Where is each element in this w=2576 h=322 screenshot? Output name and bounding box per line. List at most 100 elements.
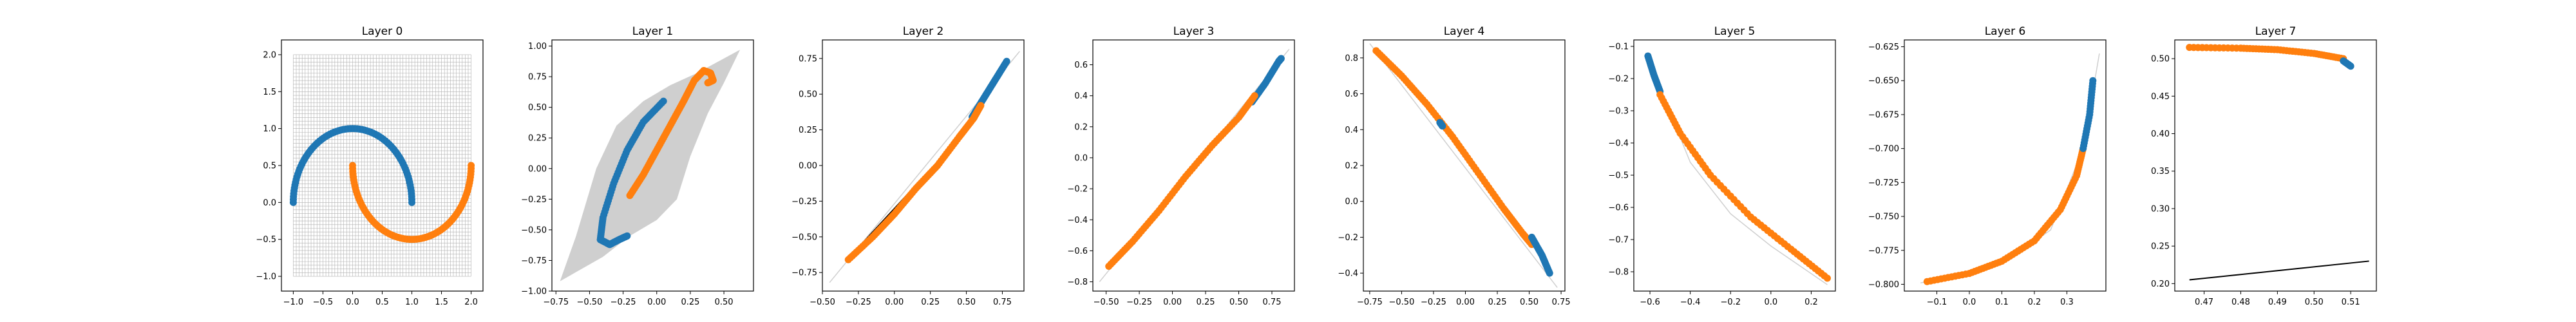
- series-orange-0: [1923, 145, 2087, 285]
- series-orange-1: [1105, 92, 1258, 270]
- plot-area: [829, 51, 1020, 283]
- x-tick-label: 2.0: [464, 298, 478, 307]
- x-tick-label: 0.50: [715, 298, 734, 307]
- y-tick-label: −0.4: [1338, 269, 1358, 279]
- series-orange-1: [1656, 91, 1831, 282]
- panel-layer-3: −0.50 −0.25 0.00 0.25 0.50 0.75 −0.8 −0.6 −0.4 −0…: [1067, 25, 1295, 307]
- data-point: [704, 79, 712, 87]
- x-tick-label: −0.50: [810, 298, 835, 307]
- y-tick-label: −0.5: [256, 235, 276, 245]
- plot-area: [1099, 48, 1290, 283]
- x-tick-label: 0.49: [2268, 298, 2287, 307]
- y-tick-label: −0.700: [1868, 144, 1899, 154]
- y-tick-label: −0.6: [1608, 204, 1629, 213]
- series-orange-1: [844, 102, 985, 263]
- y-tick-label: 0.40: [2151, 129, 2170, 139]
- x-tick-label: 0.50: [2305, 298, 2324, 307]
- x-tick-label: −0.25: [1126, 298, 1152, 307]
- data-point: [1546, 269, 1553, 277]
- y-tick-label: −0.6: [1067, 247, 1088, 256]
- y-tick-label: −0.2: [1067, 185, 1088, 194]
- series-blue-2: [1528, 233, 1553, 277]
- data-point: [289, 198, 297, 206]
- x-tick-label: −0.75: [543, 298, 569, 307]
- x-tick-label: 0.00: [1163, 298, 1182, 307]
- series-orange-1: [348, 162, 475, 243]
- panel-layer-5: −0.6 −0.4 −0.2 0.0 0.2 −0.8 −0.7 −0.6 −0.5 −0.4 −0…: [1608, 25, 1836, 307]
- series-blue-1: [2079, 77, 2097, 153]
- x-tick-label: 1.5: [435, 298, 448, 307]
- y-tick-label: 0.20: [2151, 279, 2170, 289]
- y-tick-label: 0.6: [1074, 61, 1088, 70]
- x-tick-label: 0.00: [647, 298, 666, 307]
- y-tick-label: −0.4: [1067, 216, 1088, 225]
- plot-area: [1920, 53, 2100, 285]
- y-tick-label: 0.5: [263, 162, 276, 171]
- y-tick-label: 0.8: [1345, 53, 1358, 63]
- y-tick-label: −0.3: [1608, 107, 1629, 117]
- x-tick-label: −0.5: [313, 298, 334, 307]
- y-tick-label: 0.50: [528, 103, 547, 113]
- data-point: [1003, 57, 1010, 65]
- series-blue-1: [2340, 57, 2354, 70]
- panel-title: Layer 1: [632, 25, 674, 38]
- y-tick-label: 0.35: [2151, 167, 2170, 176]
- data-point: [2089, 77, 2097, 84]
- reference-line: [1920, 53, 2100, 284]
- y-tick-label: −0.2: [1608, 75, 1629, 84]
- plot-area: [1369, 43, 1558, 288]
- data-point: [1277, 55, 1285, 62]
- axes-frame: [1904, 39, 2107, 292]
- x-tick-label: 0.00: [885, 298, 904, 307]
- y-tick-label: −0.2: [1338, 233, 1358, 243]
- y-tick-label: 0.4: [1345, 126, 1358, 135]
- x-tick-label: 0.50: [1520, 298, 1539, 307]
- y-tick-label: −0.725: [1868, 178, 1899, 188]
- x-tick-label: −1.0: [283, 298, 304, 307]
- y-tick-label: −0.4: [1608, 139, 1629, 149]
- x-tick-label: −0.2: [1720, 298, 1741, 307]
- panel-title: Layer 2: [903, 25, 944, 38]
- x-tick-label: −0.50: [577, 298, 603, 307]
- plot-area: [2186, 44, 2369, 281]
- y-tick-label: 0.00: [799, 162, 817, 171]
- y-tick-label: 1.00: [528, 42, 547, 52]
- data-point: [623, 232, 631, 240]
- reference-line: [2189, 260, 2369, 281]
- y-tick-label: −1.0: [256, 272, 276, 282]
- y-tick-label: −0.1: [1608, 43, 1629, 52]
- x-tick-label: −0.50: [1389, 298, 1415, 307]
- x-tick-label: 0.25: [1488, 298, 1507, 307]
- x-tick-label: 0.75: [1263, 298, 1282, 307]
- x-tick-label: 0.3: [2060, 298, 2074, 307]
- x-tick-label: 0.00: [1456, 298, 1475, 307]
- data-point: [1823, 274, 1831, 282]
- x-tick-label: 0.1: [1995, 298, 2009, 307]
- y-tick-label: −0.675: [1868, 110, 1899, 120]
- series-orange-0: [1372, 47, 1535, 249]
- y-tick-label: −0.50: [521, 225, 547, 235]
- panel-layer-1: −0.75 −0.50 −0.25 0.00 0.25 0.50−1.00−0.75−0.…: [521, 25, 754, 307]
- axes-frame: [1363, 39, 1566, 292]
- panel-title: Layer 0: [362, 25, 403, 38]
- panel-layer-2: −0.50 −0.25 0.00 0.25 0.50 0.75 −0.75 −0.50 −0.2…: [791, 25, 1025, 307]
- x-tick-label: 0.25: [1197, 298, 1215, 307]
- background-grid: [293, 54, 471, 277]
- y-tick-label: 0.45: [2151, 92, 2170, 102]
- x-tick-label: 0.2: [2028, 298, 2041, 307]
- y-tick-label: 0.6: [1345, 90, 1358, 99]
- x-tick-label: 0.75: [1552, 298, 1571, 307]
- y-tick-label: 0.4: [1074, 91, 1088, 101]
- x-tick-label: 0.47: [2195, 298, 2213, 307]
- panel-title: Layer 4: [1444, 25, 1485, 38]
- panel-layer-6: −0.1 0.0 0.1 0.2 0.3 −0.800 −0.775 −0.750 −0.725…: [1868, 25, 2107, 307]
- x-tick-label: −0.75: [1357, 298, 1383, 307]
- x-tick-label: 1.0: [405, 298, 419, 307]
- y-tick-label: −0.800: [1868, 280, 1899, 290]
- x-tick-label: −0.1: [1927, 298, 1947, 307]
- panel-title: Layer 3: [1173, 25, 1215, 38]
- data-point: [977, 102, 985, 109]
- x-tick-label: −0.25: [611, 298, 636, 307]
- panel-title: Layer 6: [1985, 25, 2026, 38]
- x-tick-label: 0.50: [1229, 298, 1248, 307]
